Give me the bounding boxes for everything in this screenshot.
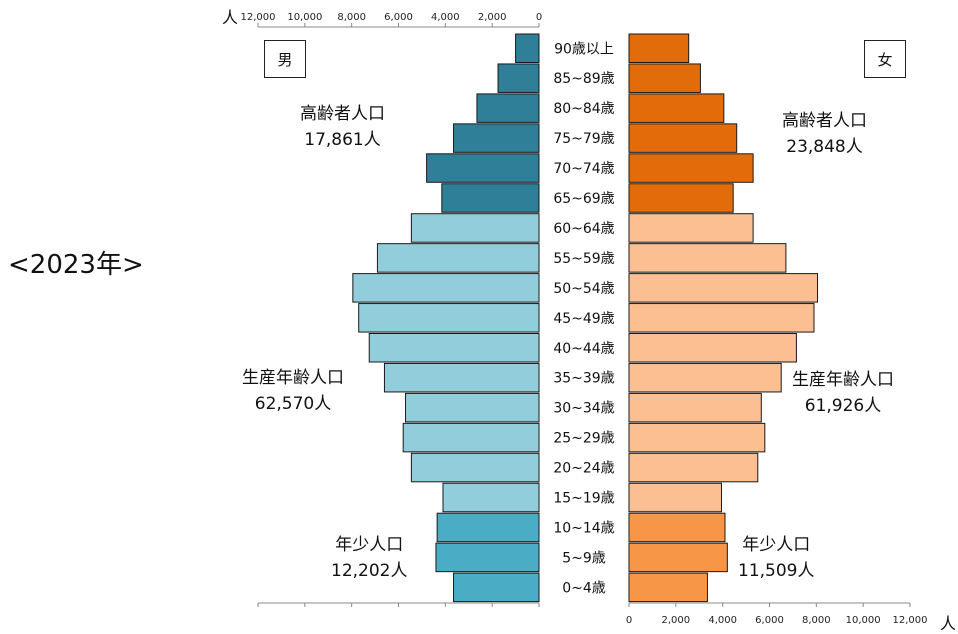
female-bar <box>628 33 690 63</box>
age-label: 65~69歳 <box>553 191 614 207</box>
male-bar <box>442 482 540 513</box>
male-bar <box>453 123 540 153</box>
male-bar <box>426 153 540 183</box>
male-bar <box>352 273 540 303</box>
age-label: 25~29歳 <box>553 431 614 447</box>
female-bar <box>628 213 754 243</box>
age-label: 50~54歳 <box>553 281 614 297</box>
female-bar <box>628 482 722 513</box>
top-tick-label: 12,000 <box>241 12 276 23</box>
female-bar <box>628 452 759 483</box>
female-working-name: 生産年齢人口 <box>792 370 894 390</box>
male-bar <box>515 33 540 63</box>
male-bar <box>497 63 540 93</box>
male-elderly-group: 高齢者人口 17,861人 <box>300 101 385 153</box>
male-bar <box>435 542 540 573</box>
top-tick-label: 2,000 <box>478 12 507 23</box>
male-bar <box>453 572 540 603</box>
female-working-group: 生産年齢人口 61,926人 <box>792 367 894 419</box>
top-tick-label: 6,000 <box>384 12 413 23</box>
age-label: 75~79歳 <box>553 131 614 147</box>
male-bar <box>383 362 540 393</box>
bottom-tick-label: 10,000 <box>846 615 881 626</box>
male-working-group: 生産年齢人口 62,570人 <box>242 365 344 417</box>
age-label: 10~14歳 <box>553 520 614 536</box>
female-elderly-name: 高齢者人口 <box>782 111 867 131</box>
age-label: 30~34歳 <box>553 401 614 417</box>
bottom-tick-label: 12,000 <box>893 615 928 626</box>
male-young-group: 年少人口 12,202人 <box>331 532 407 584</box>
female-bar <box>628 243 787 273</box>
female-young-group: 年少人口 11,509人 <box>738 532 814 584</box>
age-label: 90歳以上 <box>554 41 614 57</box>
bottom-tick-label: 4,000 <box>708 615 737 626</box>
male-bar <box>405 392 540 423</box>
top-tick-label: 4,000 <box>431 12 460 23</box>
bottom-tick-label: 0 <box>626 615 632 626</box>
male-bar <box>376 243 540 273</box>
male-bar <box>441 183 540 213</box>
age-label: 70~74歳 <box>553 161 614 177</box>
male-bar <box>476 93 540 123</box>
male-working-name: 生産年齢人口 <box>242 368 344 388</box>
female-bar <box>628 153 754 183</box>
female-bar <box>628 362 782 393</box>
male-elderly-value: 17,861人 <box>304 130 381 150</box>
male-elderly-name: 高齢者人口 <box>300 104 385 124</box>
female-bar <box>628 333 797 363</box>
age-label: 0~4歳 <box>562 580 606 596</box>
female-bar <box>628 542 728 573</box>
age-label: 5~9歳 <box>562 550 606 566</box>
bottom-tick-label: 6,000 <box>755 615 784 626</box>
male-bar <box>402 422 540 453</box>
female-bar <box>628 123 738 153</box>
female-young-name: 年少人口 <box>742 535 811 555</box>
female-elderly-value: 23,848人 <box>786 137 863 157</box>
bottom-tick-label: 8,000 <box>802 615 831 626</box>
female-bar <box>628 392 762 423</box>
female-label: 女 <box>864 40 906 78</box>
female-working-value: 61,926人 <box>804 396 882 416</box>
male-bar <box>410 452 540 483</box>
male-label: 男 <box>264 40 306 78</box>
unit-label-right: 人 <box>940 614 957 633</box>
female-bar <box>628 183 734 213</box>
age-label: 40~44歳 <box>553 341 614 357</box>
top-tick-label: 10,000 <box>287 12 322 23</box>
male-young-value: 12,202人 <box>331 561 408 581</box>
male-working-value: 62,570人 <box>254 394 332 414</box>
female-bar <box>628 303 815 333</box>
year-label: <2023年> <box>8 250 144 280</box>
age-label: 35~39歳 <box>553 371 614 387</box>
female-bar <box>628 273 819 303</box>
bottom-tick-label: 2,000 <box>662 615 691 626</box>
unit-label-left: 人 <box>222 8 239 27</box>
top-tick-label: 0 <box>536 12 542 23</box>
male-bar <box>368 333 540 363</box>
age-label: 80~84歳 <box>553 101 614 117</box>
male-bar <box>436 512 540 543</box>
age-label: 60~64歳 <box>553 221 614 237</box>
female-bar <box>628 93 725 123</box>
age-label: 15~19歳 <box>553 491 614 507</box>
female-bar <box>628 422 766 453</box>
age-label: 20~24歳 <box>553 461 614 477</box>
age-label: 45~49歳 <box>553 311 614 327</box>
age-label: 55~59歳 <box>553 251 614 267</box>
male-young-name: 年少人口 <box>335 535 404 555</box>
female-bar <box>628 63 701 93</box>
female-young-value: 11,509人 <box>738 561 815 581</box>
female-bar <box>628 512 726 543</box>
male-bar <box>358 303 540 333</box>
female-bar <box>628 572 708 603</box>
female-elderly-group: 高齢者人口 23,848人 <box>782 108 867 160</box>
male-bar <box>410 213 540 243</box>
age-label: 85~89歳 <box>553 71 614 87</box>
top-tick-label: 8,000 <box>337 12 366 23</box>
